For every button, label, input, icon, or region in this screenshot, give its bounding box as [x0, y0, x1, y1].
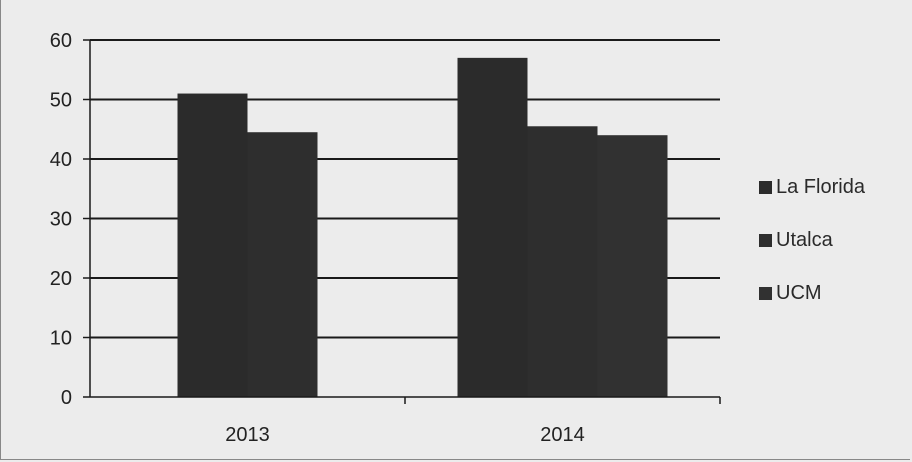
bars — [177, 57, 668, 398]
y-tick-label: 40 — [50, 149, 72, 171]
y-tick-label: 30 — [50, 209, 72, 231]
y-tick-label: 50 — [50, 90, 72, 112]
legend-item-utalca[interactable]: Utalca — [759, 227, 909, 253]
legend-swatch — [759, 286, 772, 300]
legend: La Florida Utalca UCM — [759, 174, 909, 333]
legend-item-ucm[interactable]: UCM — [759, 280, 909, 306]
legend-label: Utalca — [776, 228, 833, 251]
legend-swatch — [759, 233, 772, 247]
x-tick-label: 2014 — [540, 424, 585, 446]
bar-la-florida-2013 — [177, 93, 248, 398]
bar-utalca-2013 — [247, 132, 318, 397]
x-tick-label: 2013 — [225, 424, 270, 446]
y-tick-label: 10 — [50, 328, 72, 350]
legend-label: La Florida — [776, 175, 865, 198]
y-tick-label: 0 — [61, 387, 72, 409]
bar-utalca-2014 — [527, 126, 598, 398]
y-tick-label: 20 — [50, 268, 72, 290]
legend-label: UCM — [776, 281, 822, 304]
axes — [89, 40, 721, 404]
legend-item-la-florida[interactable]: La Florida — [759, 174, 909, 200]
y-axis-ticks: 0 10 20 30 40 50 60 — [50, 30, 72, 409]
y-tick-label: 60 — [50, 30, 72, 52]
legend-swatch — [759, 180, 772, 194]
bar-ucm-2014 — [597, 135, 668, 397]
x-axis-ticks: 2013 2014 — [225, 424, 585, 446]
bar-la-florida-2014 — [457, 57, 528, 397]
